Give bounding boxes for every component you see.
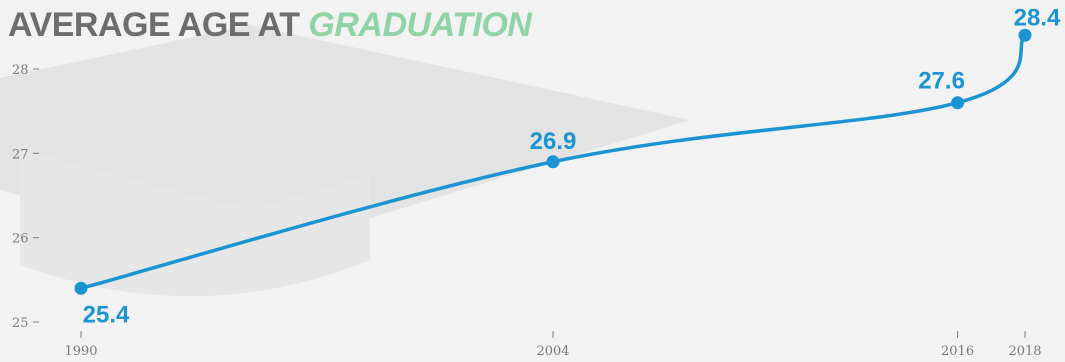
data-point xyxy=(546,155,560,169)
data-label: 28.4 xyxy=(1014,4,1061,31)
series-group: 25.4 26.9 27.6 28.4 xyxy=(74,4,1061,328)
chart-title-main: AVERAGE AGE AT xyxy=(8,6,308,44)
data-label: 25.4 xyxy=(83,301,130,328)
x-tick-label: 2016 xyxy=(941,344,974,359)
y-tick-label: 28 xyxy=(12,63,29,78)
y-tick-label: 27 xyxy=(12,147,29,162)
data-label: 27.6 xyxy=(918,68,965,95)
x-tick-label: 1990 xyxy=(64,344,97,359)
y-tick-label: 25 xyxy=(12,316,29,331)
graduation-cap-icon xyxy=(0,25,690,297)
chart-title: AVERAGE AGE AT GRADUATION xyxy=(8,6,533,44)
chart-title-accent: GRADUATION xyxy=(308,6,533,44)
y-tick-label: 26 xyxy=(12,232,29,247)
y-axis: 25 26 27 28 xyxy=(12,63,39,331)
x-tick-label: 2004 xyxy=(536,344,569,359)
data-point xyxy=(951,96,965,110)
x-axis: 1990 2004 2016 2018 xyxy=(64,331,1042,359)
data-point xyxy=(74,281,88,295)
data-point xyxy=(1018,28,1032,42)
series-line xyxy=(79,33,1027,291)
x-tick-label: 2018 xyxy=(1008,344,1041,359)
data-label: 26.9 xyxy=(530,128,577,155)
